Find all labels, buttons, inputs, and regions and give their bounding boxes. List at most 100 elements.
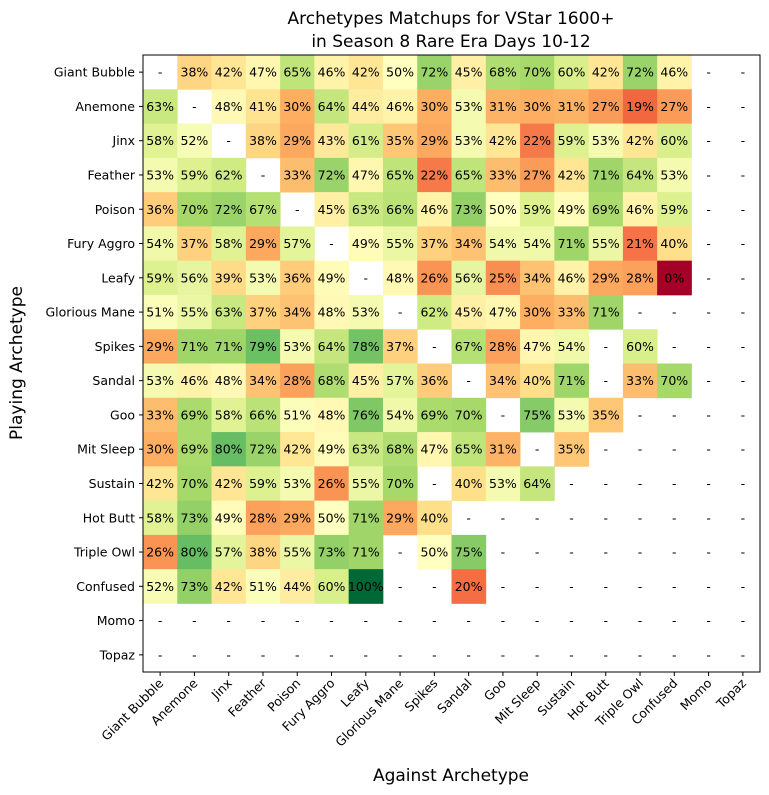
cell-value-label: 52% — [146, 579, 174, 594]
cell-value-label: - — [706, 65, 711, 80]
heatmap-cell — [588, 89, 624, 124]
cell-value-label: 33% — [283, 167, 311, 182]
heatmap-cell — [417, 432, 452, 467]
heatmap-cell — [451, 192, 487, 227]
cell-value-label: 31% — [489, 99, 517, 114]
heatmap-cell — [622, 55, 658, 90]
cell-value-label: - — [706, 133, 711, 148]
cell-value-label: 47% — [420, 442, 448, 457]
cell-value-label: - — [706, 99, 711, 114]
cell-value-label: - — [603, 545, 608, 560]
cell-value-label: 55% — [352, 476, 380, 491]
cell-value-label: 55% — [283, 545, 311, 560]
cell-value-label: 60% — [318, 579, 346, 594]
cell-value-label: 45% — [352, 373, 380, 388]
cell-value-label: - — [226, 647, 231, 662]
cell-value-label: 38% — [249, 545, 277, 560]
heatmap-cell — [348, 157, 384, 193]
cell-value-label: 27% — [660, 99, 688, 114]
cell-value-label: 79% — [249, 339, 277, 354]
cell-value-label: - — [672, 545, 677, 560]
cell-value-label: 0% — [664, 270, 684, 285]
cell-value-label: 56% — [455, 270, 483, 285]
cell-value-label: 70% — [455, 407, 483, 422]
cell-value-label: 40% — [455, 476, 483, 491]
cell-value-label: - — [432, 613, 437, 628]
cell-value-label: - — [295, 647, 300, 662]
cell-value-label: 42% — [215, 476, 243, 491]
cell-value-label: 65% — [455, 442, 483, 457]
cell-value-label: 58% — [146, 510, 174, 525]
cell-value-label: 40% — [420, 510, 448, 525]
heatmap-cell — [657, 226, 692, 262]
cell-value-label: 54% — [558, 339, 586, 354]
heatmap-cell — [417, 294, 452, 330]
cell-value-label: 73% — [181, 579, 209, 594]
heatmap-cell — [451, 89, 487, 124]
heatmap-cell — [348, 397, 384, 433]
cell-value-label: - — [569, 579, 574, 594]
heatmap-cell — [588, 226, 624, 262]
heatmap-cell — [143, 226, 178, 262]
heatmap-cell — [554, 226, 590, 262]
y-axis-ticks: Giant Bubble Anemone Jinx Feather Poison Fury… — [45, 65, 143, 662]
heatmap-cell — [211, 397, 247, 433]
heatmap-cell — [554, 192, 590, 227]
cell-value-label: 53% — [455, 133, 483, 148]
heatmap-cell — [211, 466, 247, 502]
cell-value-label: - — [158, 647, 163, 662]
cell-value-label: - — [741, 339, 746, 354]
cell-value-label: 28% — [489, 339, 517, 354]
cell-value-label: - — [706, 305, 711, 320]
heatmap-cell — [348, 294, 384, 330]
x-tick-label: Topaz — [713, 675, 750, 712]
cell-value-label: - — [398, 579, 403, 594]
cell-value-label: 73% — [181, 510, 209, 525]
heatmap-cell — [177, 294, 212, 330]
heatmap-cell — [485, 226, 521, 262]
y-tick-label: Spikes — [95, 339, 135, 354]
y-tick-label: Anemone — [75, 99, 135, 114]
cell-value-label: 71% — [558, 373, 586, 388]
heatmap-cell — [211, 534, 247, 570]
cell-value-label: 68% — [386, 442, 414, 457]
cell-value-label: - — [535, 510, 540, 525]
heatmap-cell — [177, 226, 212, 262]
heatmap-cell — [211, 294, 247, 330]
cell-value-label: - — [672, 476, 677, 491]
heatmap-cell — [314, 500, 350, 536]
cell-value-label: - — [741, 442, 746, 457]
cell-value-label: 40% — [660, 236, 688, 251]
heatmap-cell — [348, 432, 384, 467]
heatmap-cell — [382, 123, 418, 159]
cell-value-label: - — [501, 510, 506, 525]
cell-value-label: 57% — [215, 545, 243, 560]
cell-value-label: 26% — [420, 270, 448, 285]
heatmap-cell — [485, 363, 521, 399]
cell-value-label: 36% — [283, 270, 311, 285]
cell-value-label: 47% — [249, 65, 277, 80]
cell-value-label: - — [741, 545, 746, 560]
cell-value-label: - — [672, 647, 677, 662]
x-tick-label: Momo — [677, 676, 715, 714]
heatmap-cell — [143, 192, 178, 227]
cell-value-label: 65% — [386, 167, 414, 182]
heatmap-cell — [348, 89, 384, 124]
cell-value-label: 72% — [420, 65, 448, 80]
cell-value-label: 57% — [283, 236, 311, 251]
cell-value-label: 37% — [420, 236, 448, 251]
cell-value-label: 35% — [558, 442, 586, 457]
heatmap-cell — [177, 260, 212, 296]
cell-value-label: 54% — [386, 407, 414, 422]
cell-value-label: 21% — [626, 236, 654, 251]
cell-value-label: 71% — [592, 305, 620, 320]
cell-value-label: 42% — [215, 65, 243, 80]
cell-value-label: 64% — [523, 476, 551, 491]
cell-value-label: 63% — [146, 99, 174, 114]
heatmap-cell — [143, 363, 178, 399]
heatmap-cell — [520, 157, 555, 193]
cell-value-label: 42% — [146, 476, 174, 491]
cell-value-label: 46% — [558, 270, 586, 285]
cell-value-label: 53% — [283, 339, 311, 354]
cell-value-label: - — [741, 133, 746, 148]
